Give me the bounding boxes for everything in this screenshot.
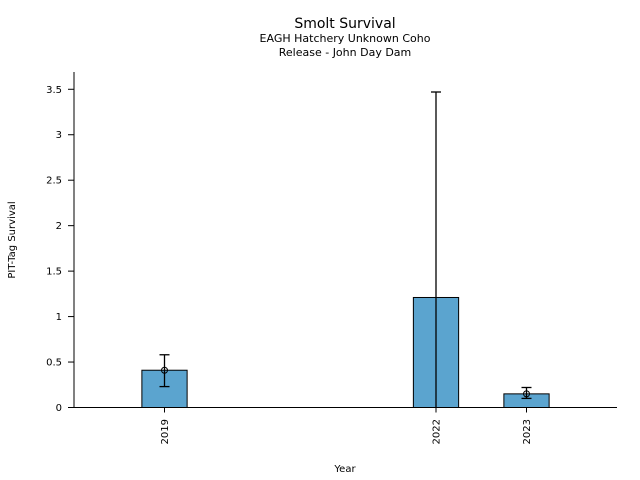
y-tick-label-2.5: 2.5 [46,176,62,187]
axes: 0 0.5 1 1.5 2 2.5 3 3.5 2019 2022 2023 [46,72,617,444]
chart-subtitle-line2: Release - John Day Dam [279,46,412,59]
y-tick-label-0: 0 [56,403,62,414]
y-tick-label-1.5: 1.5 [46,267,62,278]
y-tick-label-2: 2 [56,221,62,232]
x-tick-label-2019: 2019 [160,419,171,444]
point-marker-2023 [523,390,530,398]
chart-title: Smolt Survival [294,16,395,32]
point-marker-2019 [161,366,168,374]
y-tick-label-3.5: 3.5 [46,85,62,96]
y-axis-title: PIT-Tag Survival [7,201,18,278]
x-axis-title: Year [333,464,356,475]
bar-2019 [141,369,188,409]
y-tick-label-3: 3 [56,130,62,141]
y-tick-label-1: 1 [56,312,62,323]
x-tick-label-2022: 2022 [432,419,443,444]
x-tick-label-2023: 2023 [522,419,533,444]
chart-subtitle-line1: EAGH Hatchery Unknown Coho [260,32,431,45]
y-tick-label-0.5: 0.5 [46,358,62,369]
plot-area [141,91,550,409]
